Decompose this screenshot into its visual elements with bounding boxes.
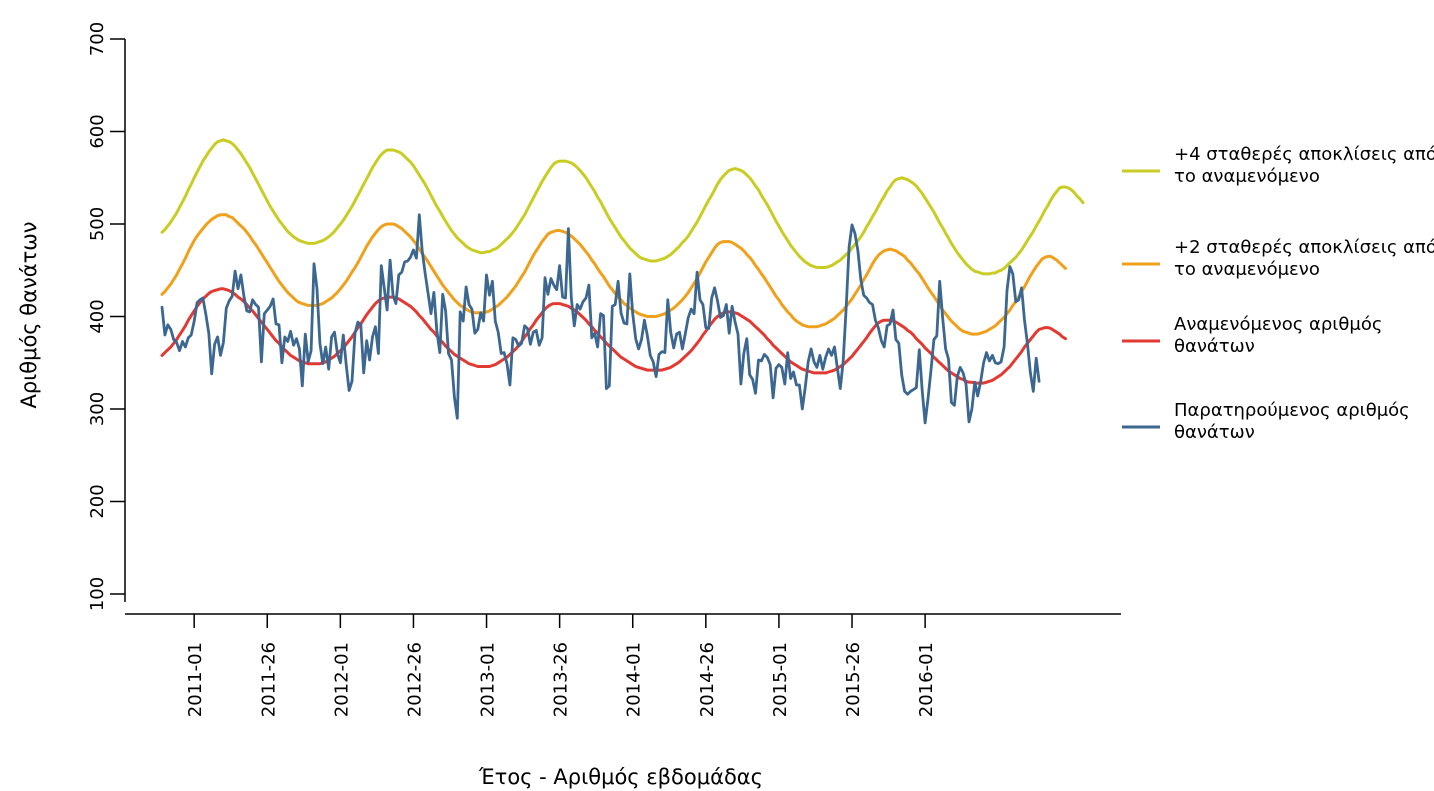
x-axis-title: Έτος - Αριθμός εβδομάδας bbox=[478, 765, 763, 789]
x-tick-label: 2014-01 bbox=[624, 642, 645, 717]
legend-label: +4 σταθερές αποκλίσεις από το αναμενόμενο bbox=[1174, 144, 1434, 187]
legend-label: +2 σταθερές αποκλίσεις από το αναμενόμενο bbox=[1174, 237, 1434, 280]
x-tick-label: 2013-01 bbox=[478, 642, 499, 717]
x-tick-label: 2013-26 bbox=[551, 642, 572, 717]
y-tick-label: 200 bbox=[87, 484, 108, 518]
series-line-3 bbox=[160, 287, 1067, 385]
series-line-2 bbox=[160, 213, 1067, 336]
x-tick-label: 2011-26 bbox=[258, 642, 279, 717]
x-tick-label: 2011-01 bbox=[185, 642, 206, 717]
y-tick-label: 100 bbox=[87, 577, 108, 611]
y-tick-label: 700 bbox=[87, 22, 108, 56]
legend-item: Αναμενόμενος αριθμός θανάτων bbox=[1122, 314, 1382, 357]
legend-label: Παρατηρούμενος αριθμός θανάτων bbox=[1174, 400, 1410, 443]
plot-lines bbox=[160, 138, 1085, 425]
legend-item: +4 σταθερές αποκλίσεις από το αναμενόμενο bbox=[1122, 144, 1434, 187]
x-tick-label: 2012-26 bbox=[404, 642, 425, 717]
y-axis: 100 200 300 400 500 600 700 bbox=[87, 22, 126, 611]
y-tick-label: 600 bbox=[87, 114, 108, 148]
legend-item: +2 σταθερές αποκλίσεις από το αναμενόμενο bbox=[1122, 237, 1434, 280]
series-line-4 bbox=[160, 213, 1041, 425]
legend-item: Παρατηρούμενος αριθμός θανάτων bbox=[1122, 400, 1410, 443]
x-tick-label: 2014-26 bbox=[697, 642, 718, 717]
x-tick-label: 2012-01 bbox=[331, 642, 352, 717]
x-tick-label: 2015-01 bbox=[770, 642, 791, 717]
y-tick-label: 400 bbox=[87, 299, 108, 333]
x-tick-label: 2016-01 bbox=[916, 642, 937, 717]
legend: +4 σταθερές αποκλίσεις από το αναμενόμενο… bbox=[1122, 144, 1434, 443]
y-tick-label: 300 bbox=[87, 392, 108, 426]
legend-label: Αναμενόμενος αριθμός θανάτων bbox=[1174, 314, 1382, 357]
x-tick-label: 2015-26 bbox=[843, 642, 864, 717]
y-tick-label: 500 bbox=[87, 207, 108, 241]
x-axis: 2011-01 2011-26 2012-01 2012-26 2013-01 2013-… bbox=[125, 613, 1121, 717]
y-axis-title: Αριθμός θανάτων bbox=[17, 221, 41, 408]
series-line-1 bbox=[160, 138, 1085, 276]
